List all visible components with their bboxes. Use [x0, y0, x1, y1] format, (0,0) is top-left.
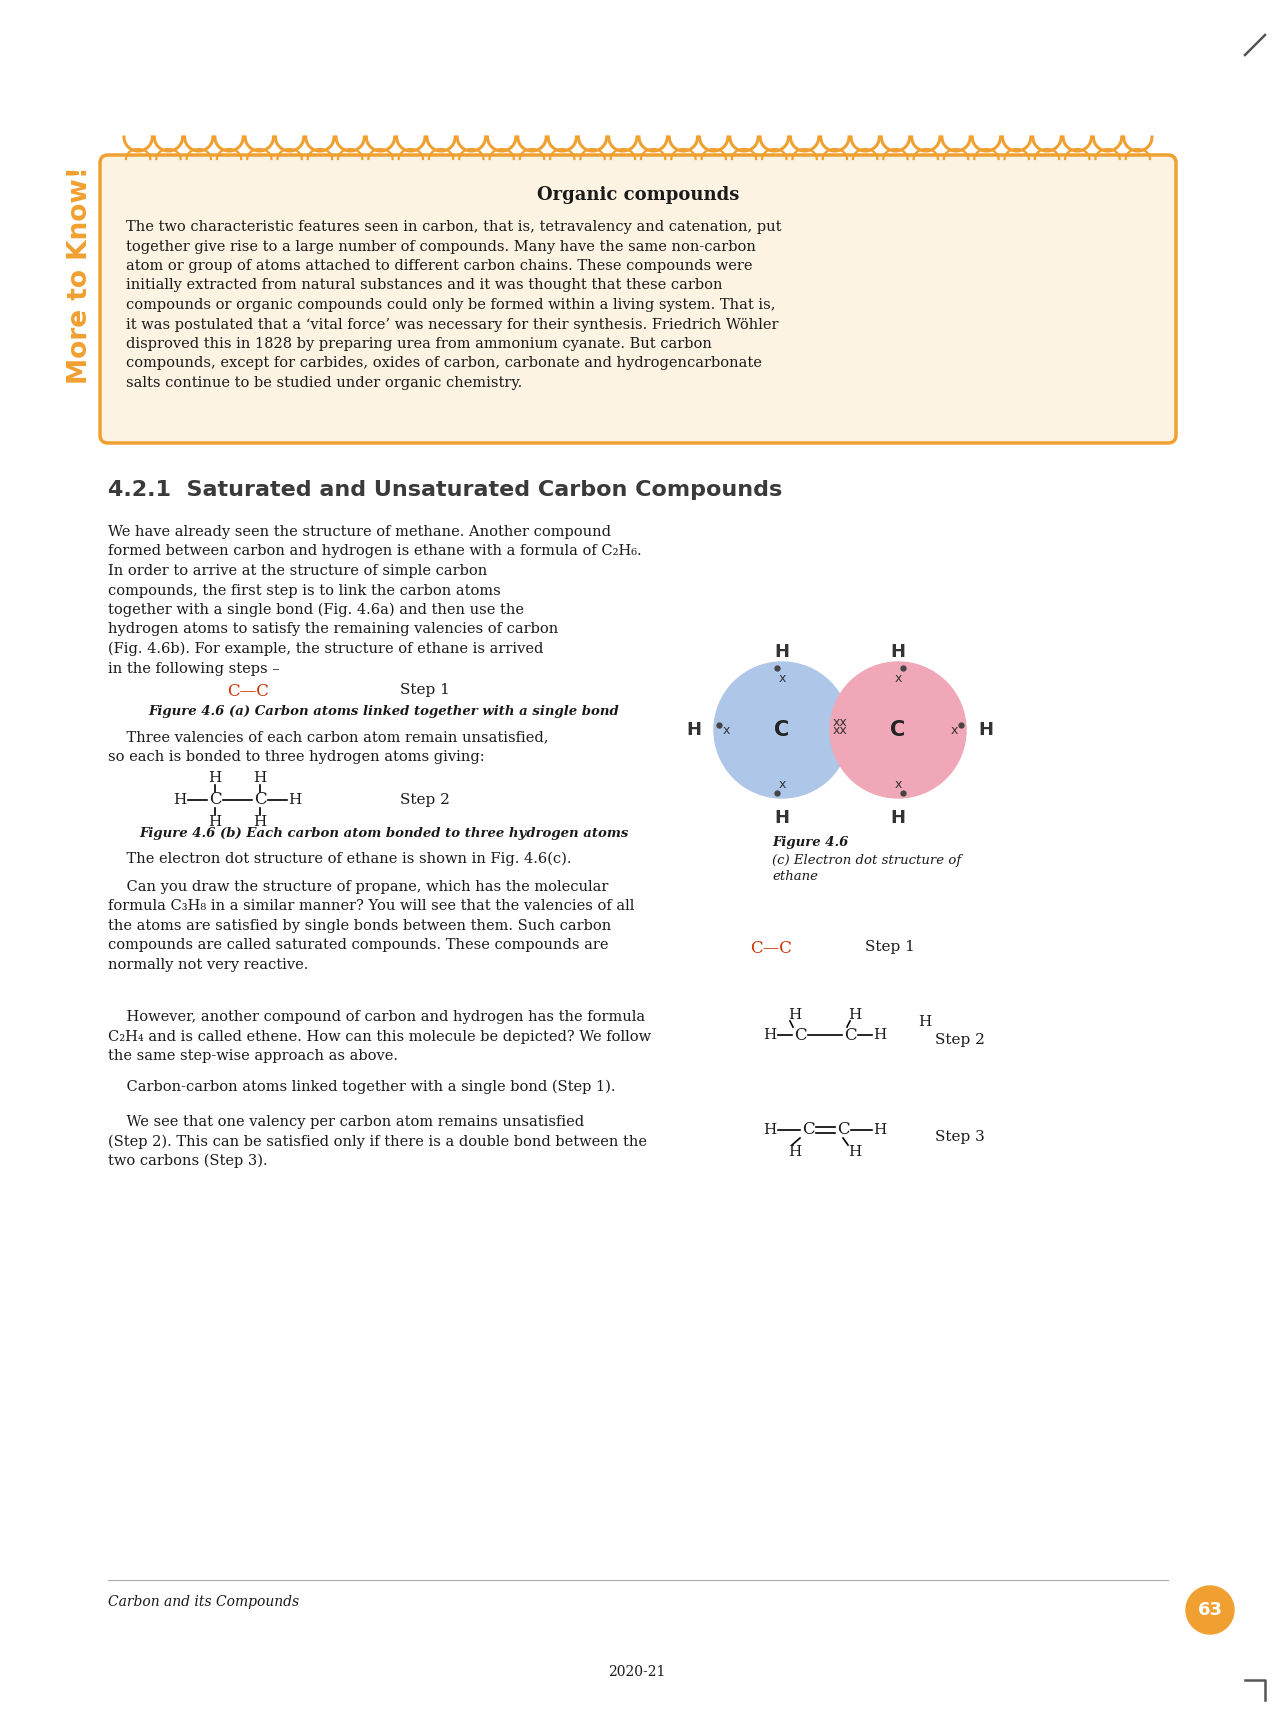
Text: hydrogen atoms to satisfy the remaining valencies of carbon: hydrogen atoms to satisfy the remaining … — [108, 622, 558, 636]
Text: H: H — [890, 643, 905, 661]
Text: C: C — [836, 1121, 849, 1138]
Text: C—C: C—C — [750, 940, 792, 957]
Text: 63: 63 — [1197, 1601, 1223, 1618]
Text: H: H — [254, 771, 266, 784]
Text: Three valencies of each carbon atom remain unsatisfied,: Three valencies of each carbon atom rema… — [108, 730, 548, 743]
Text: Carbon and its Compounds: Carbon and its Compounds — [108, 1594, 300, 1608]
Text: atom or group of atoms attached to different carbon chains. These compounds were: atom or group of atoms attached to diffe… — [126, 260, 752, 273]
Text: C: C — [890, 719, 905, 740]
Text: Step 2: Step 2 — [400, 793, 450, 807]
Text: x: x — [778, 778, 785, 791]
Text: H: H — [848, 1145, 862, 1159]
Text: The two characteristic features seen in carbon, that is, tetravalency and catena: The two characteristic features seen in … — [126, 220, 782, 234]
Text: salts continue to be studied under organic chemistry.: salts continue to be studied under organ… — [126, 376, 523, 390]
Text: xx: xx — [833, 716, 848, 728]
Text: C: C — [844, 1027, 857, 1044]
Text: Carbon-carbon atoms linked together with a single bond (Step 1).: Carbon-carbon atoms linked together with… — [108, 1080, 616, 1094]
Text: Step 1: Step 1 — [400, 684, 450, 697]
Text: compounds, except for carbides, oxides of carbon, carbonate and hydrogencarbonat: compounds, except for carbides, oxides o… — [126, 357, 762, 371]
Text: H: H — [254, 815, 266, 829]
Text: H: H — [173, 793, 186, 807]
Text: so each is bonded to three hydrogen atoms giving:: so each is bonded to three hydrogen atom… — [108, 750, 484, 764]
Text: it was postulated that a ‘vital force’ was necessary for their synthesis. Friedr: it was postulated that a ‘vital force’ w… — [126, 318, 779, 332]
Text: xx: xx — [833, 723, 848, 737]
Text: disproved this in 1828 by preparing urea from ammonium cyanate. But carbon: disproved this in 1828 by preparing urea… — [126, 337, 711, 350]
Text: H: H — [890, 808, 905, 827]
Text: H: H — [873, 1029, 886, 1042]
Text: together give rise to a large number of compounds. Many have the same non-carbon: together give rise to a large number of … — [126, 239, 756, 253]
Text: x: x — [778, 672, 785, 685]
Text: C: C — [793, 1027, 806, 1044]
Text: We see that one valency per carbon atom remains unsatisfied: We see that one valency per carbon atom … — [108, 1114, 584, 1130]
Text: the same step-wise approach as above.: the same step-wise approach as above. — [108, 1049, 398, 1063]
Circle shape — [714, 661, 850, 798]
Text: H: H — [774, 643, 789, 661]
Text: Step 3: Step 3 — [935, 1130, 984, 1143]
Text: Can you draw the structure of propane, which has the molecular: Can you draw the structure of propane, w… — [108, 880, 608, 894]
Text: H: H — [774, 808, 789, 827]
Text: C: C — [774, 719, 789, 740]
Text: initially extracted from natural substances and it was thought that these carbon: initially extracted from natural substan… — [126, 279, 723, 292]
Text: two carbons (Step 3).: two carbons (Step 3). — [108, 1154, 268, 1169]
Text: More to Know!: More to Know! — [68, 166, 93, 385]
Text: ethane: ethane — [771, 870, 819, 884]
Text: x: x — [894, 672, 901, 685]
Text: The electron dot structure of ethane is shown in Fig. 4.6(c).: The electron dot structure of ethane is … — [108, 853, 571, 866]
Text: H: H — [848, 1008, 862, 1022]
Text: H: H — [788, 1145, 802, 1159]
Text: x: x — [950, 723, 958, 737]
Text: in the following steps –: in the following steps – — [108, 661, 279, 675]
Text: H: H — [873, 1123, 886, 1136]
Text: H: H — [788, 1008, 802, 1022]
Text: (Fig. 4.6b). For example, the structure of ethane is arrived: (Fig. 4.6b). For example, the structure … — [108, 643, 543, 656]
Circle shape — [1186, 1586, 1234, 1634]
Circle shape — [830, 661, 966, 798]
Text: (Step 2). This can be satisfied only if there is a double bond between the: (Step 2). This can be satisfied only if … — [108, 1135, 646, 1148]
Text: In order to arrive at the structure of simple carbon: In order to arrive at the structure of s… — [108, 564, 487, 578]
Text: together with a single bond (Fig. 4.6a) and then use the: together with a single bond (Fig. 4.6a) … — [108, 603, 524, 617]
Text: Step 2: Step 2 — [935, 1032, 984, 1048]
Text: H: H — [918, 1015, 932, 1029]
Text: normally not very reactive.: normally not very reactive. — [108, 959, 309, 972]
Text: formula C₃H₈ in a similar manner? You will see that the valencies of all: formula C₃H₈ in a similar manner? You wi… — [108, 899, 635, 914]
Text: 4.2.1  Saturated and Unsaturated Carbon Compounds: 4.2.1 Saturated and Unsaturated Carbon C… — [108, 480, 783, 501]
Text: C: C — [254, 791, 266, 808]
Text: H: H — [208, 815, 222, 829]
Text: 2020-21: 2020-21 — [608, 1665, 666, 1678]
Text: However, another compound of carbon and hydrogen has the formula: However, another compound of carbon and … — [108, 1010, 645, 1024]
Text: Figure 4.6 (b) Each carbon atom bonded to three hydrogen atoms: Figure 4.6 (b) Each carbon atom bonded t… — [139, 827, 629, 841]
FancyBboxPatch shape — [99, 156, 1176, 443]
Text: H: H — [764, 1029, 776, 1042]
Text: compounds are called saturated compounds. These compounds are: compounds are called saturated compounds… — [108, 938, 608, 952]
Text: the atoms are satisfied by single bonds between them. Such carbon: the atoms are satisfied by single bonds … — [108, 919, 611, 933]
Text: Figure 4.6: Figure 4.6 — [771, 836, 848, 849]
Text: C—C: C—C — [227, 684, 269, 701]
Text: Figure 4.6 (a) Carbon atoms linked together with a single bond: Figure 4.6 (a) Carbon atoms linked toget… — [149, 706, 620, 718]
Text: x: x — [723, 723, 729, 737]
Text: H: H — [208, 771, 222, 784]
Text: H: H — [764, 1123, 776, 1136]
Text: compounds, the first step is to link the carbon atoms: compounds, the first step is to link the… — [108, 583, 501, 598]
Text: formed between carbon and hydrogen is ethane with a formula of C₂H₆.: formed between carbon and hydrogen is et… — [108, 545, 641, 559]
Text: Step 1: Step 1 — [864, 940, 915, 954]
Text: compounds or organic compounds could only be formed within a living system. That: compounds or organic compounds could onl… — [126, 297, 775, 313]
Text: x: x — [894, 778, 901, 791]
Text: H: H — [978, 721, 993, 738]
Text: H: H — [288, 793, 302, 807]
Text: We have already seen the structure of methane. Another compound: We have already seen the structure of me… — [108, 525, 611, 538]
Text: C₂H₄ and is called ethene. How can this molecule be depicted? We follow: C₂H₄ and is called ethene. How can this … — [108, 1029, 652, 1044]
Text: Organic compounds: Organic compounds — [537, 186, 740, 203]
Text: (c) Electron dot structure of: (c) Electron dot structure of — [771, 854, 961, 866]
Text: C: C — [209, 791, 222, 808]
Text: H: H — [686, 721, 701, 738]
Text: C: C — [802, 1121, 815, 1138]
